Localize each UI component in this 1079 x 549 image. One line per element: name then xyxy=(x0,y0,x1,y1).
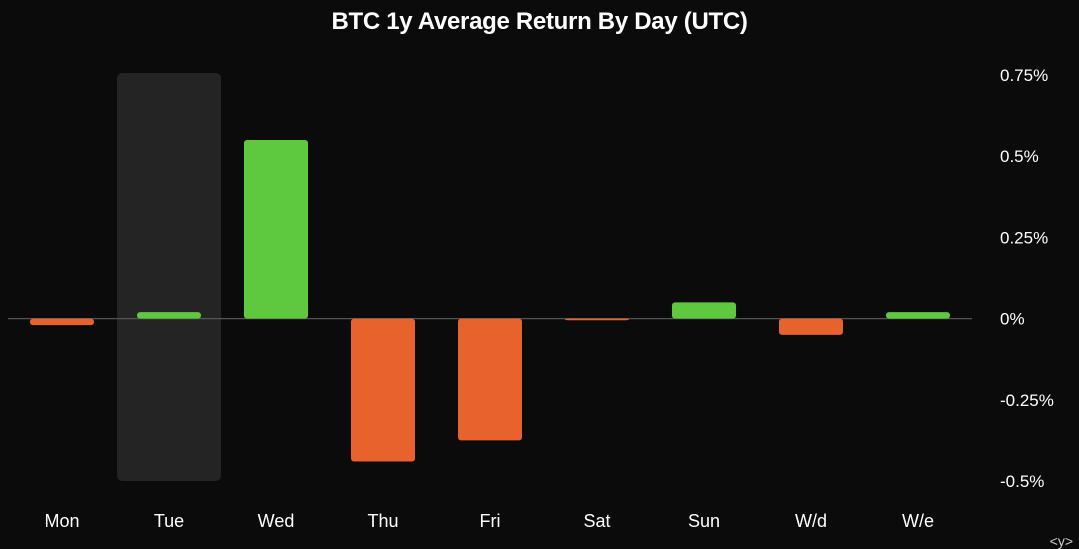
y-tick-label: -0.5% xyxy=(1000,472,1044,491)
axis-toggle-icon[interactable]: <y> xyxy=(1049,533,1073,549)
x-tick-label: Sat xyxy=(583,511,610,531)
bar-we xyxy=(886,312,950,319)
y-tick-label: 0.5% xyxy=(1000,147,1039,166)
bar-tue xyxy=(137,312,201,319)
y-tick-label: 0.75% xyxy=(1000,66,1048,85)
bar-fri xyxy=(458,318,522,441)
x-tick-label: Thu xyxy=(367,511,398,531)
bar-wed xyxy=(244,139,308,319)
highlight-band-tue xyxy=(117,73,221,481)
x-tick-label: W/e xyxy=(902,511,934,531)
x-tick-label: Fri xyxy=(480,511,501,531)
y-tick-label: 0.25% xyxy=(1000,228,1048,247)
x-tick-label: Wed xyxy=(258,511,295,531)
bar-sat xyxy=(565,318,629,321)
x-tick-label: Sun xyxy=(688,511,720,531)
x-tick-label: Tue xyxy=(154,511,184,531)
bar-mon xyxy=(30,318,94,326)
y-tick-label: 0% xyxy=(1000,310,1025,329)
bar-thu xyxy=(351,318,415,462)
x-tick-label: Mon xyxy=(44,511,79,531)
x-tick-label: W/d xyxy=(795,511,827,531)
y-tick-label: -0.25% xyxy=(1000,391,1054,410)
bar-sun xyxy=(672,302,736,319)
chart-title: BTC 1y Average Return By Day (UTC) xyxy=(331,8,748,35)
bar-wd xyxy=(779,318,843,335)
